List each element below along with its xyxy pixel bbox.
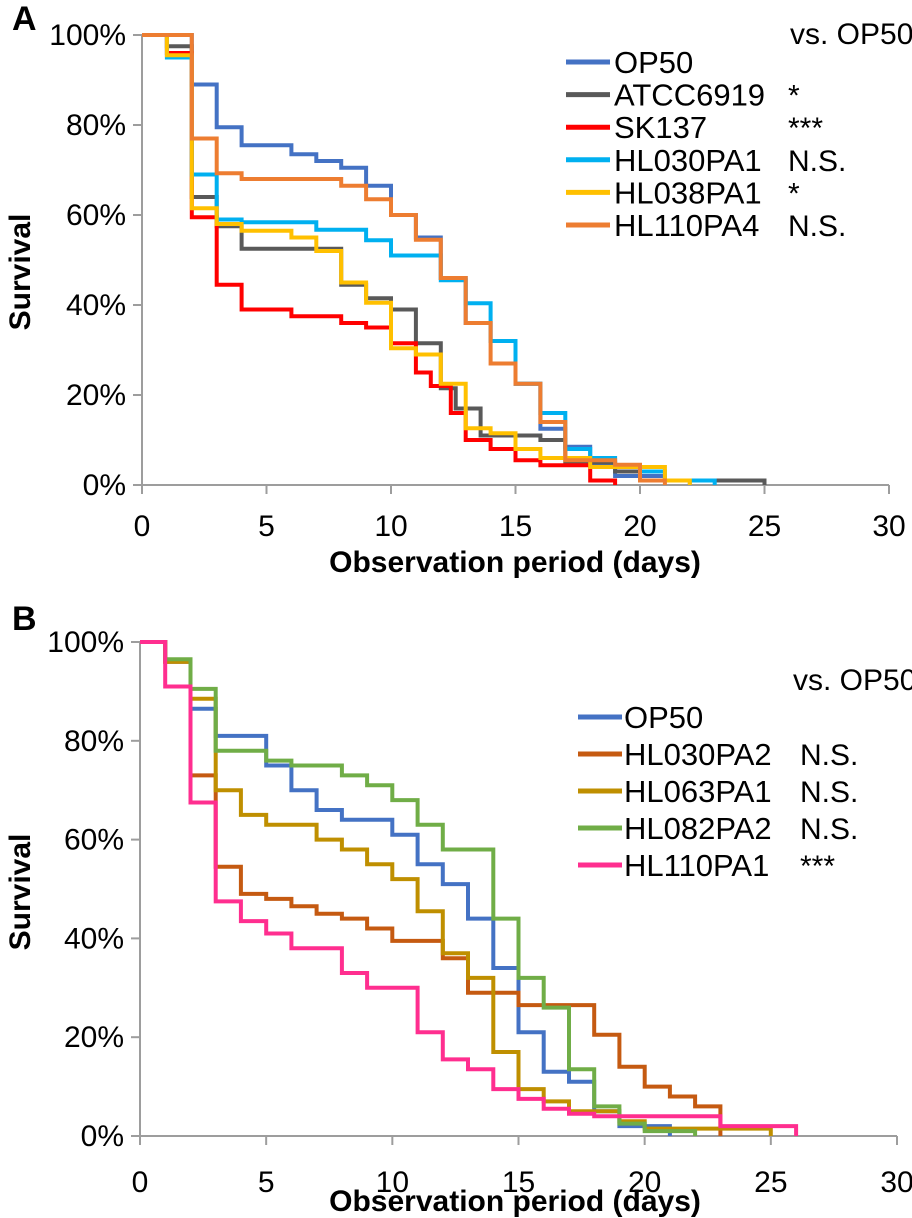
series-line-HL082PA2 (140, 640, 698, 1136)
y-tick-label: 0% (83, 469, 126, 502)
legend-significance-HL110PA1: *** (800, 850, 835, 883)
x-tick-label: 25 (754, 1166, 787, 1199)
y-axis-title: Survival (4, 834, 37, 951)
legend-label-HL030PA2: HL030PA2 (624, 737, 772, 772)
series-line-HL030PA2 (140, 640, 723, 1136)
y-tick-label: 60% (64, 824, 124, 857)
legend-label-OP50: OP50 (614, 45, 693, 80)
panel-a-letter: A (12, 0, 37, 38)
x-tick-label: 30 (872, 510, 905, 543)
legend-label-HL110PA4: HL110PA4 (614, 208, 759, 243)
panel-b-letter: B (12, 600, 37, 638)
y-tick-label: 80% (66, 109, 126, 142)
y-tick-label: 40% (66, 289, 126, 322)
x-axis-title: Observation period (days) (329, 1185, 701, 1218)
y-tick-label: 20% (66, 379, 126, 412)
legend-significance-HL030PA2: N.S. (800, 739, 858, 772)
legend-significance-HL038PA1: * (788, 177, 800, 210)
y-tick-label: 40% (64, 922, 124, 955)
legend-significance-HL063PA1: N.S. (800, 776, 858, 809)
series-line-HL038PA1 (142, 33, 692, 485)
x-tick-label: 0 (134, 510, 151, 543)
panel-b: B 0% 20% 40% 60% 80% 100% 0 5 10 15 20 25 30 Observat… (0, 600, 912, 1218)
axis-lines (141, 35, 889, 486)
legend-label-HL038PA1: HL038PA1 (614, 175, 762, 210)
survival-chart-panel-a: 0% 20% 40% 60% 80% 100% 0 5 10 15 20 25 30 Observatio… (4, 18, 912, 579)
legend-label-ATCC6919: ATCC6919 (614, 78, 765, 113)
y-tick-label: 20% (64, 1021, 124, 1054)
legend-label-HL110PA1: HL110PA1 (624, 848, 769, 883)
x-tick-label: 20 (628, 1166, 661, 1199)
y-tick-label: 80% (64, 725, 124, 758)
series-line-HL110PA4 (142, 33, 667, 485)
x-tick-label: 15 (502, 1166, 535, 1199)
x-tick-label: 0 (132, 1166, 149, 1199)
survival-chart-panel-b: 0% 20% 40% 60% 80% 100% 0 5 10 15 20 25 30 Observatio… (4, 626, 912, 1218)
legend-label-OP50: OP50 (624, 700, 703, 735)
legend-vs-label: vs. OP50 (790, 18, 912, 51)
x-tick-label: 5 (258, 510, 275, 543)
legend-label-HL063PA1: HL063PA1 (624, 774, 772, 809)
y-tick-label: 100% (47, 626, 124, 659)
legend-label-SK137: SK137 (614, 110, 707, 145)
x-tick-label: 10 (374, 510, 407, 543)
x-tick-label: 30 (880, 1166, 912, 1199)
series-line-OP50 (142, 33, 692, 485)
y-tick-label: 60% (66, 199, 126, 232)
y-tick-label: 100% (49, 19, 126, 52)
x-tick-label: 20 (623, 510, 656, 543)
x-axis-title: Observation period (days) (329, 546, 701, 579)
panel-a: A 0% 20% 40% 60% 80% 100% 0 5 10 15 20 25 30 Observat… (0, 0, 912, 600)
legend-significance-HL110PA4: N.S. (788, 210, 846, 243)
series-line-HL110PA1 (140, 640, 799, 1136)
x-tick-label: 10 (376, 1166, 409, 1199)
legend-label-HL082PA2: HL082PA2 (624, 811, 772, 846)
y-tick-label: 0% (81, 1120, 124, 1153)
y-axis-title: Survival (4, 214, 37, 331)
legend-label-HL030PA1: HL030PA1 (614, 143, 762, 178)
x-tick-label: 5 (258, 1166, 275, 1199)
x-tick-label: 15 (499, 510, 532, 543)
legend-vs-label: vs. OP50 (793, 664, 912, 697)
x-tick-label: 25 (748, 510, 781, 543)
legend-significance-SK137: *** (788, 112, 823, 145)
legend-significance-HL082PA2: N.S. (800, 813, 858, 846)
legend-significance-ATCC6919: * (788, 80, 800, 113)
series-line-SK137 (142, 33, 618, 485)
legend-significance-HL030PA1: N.S. (788, 145, 846, 178)
